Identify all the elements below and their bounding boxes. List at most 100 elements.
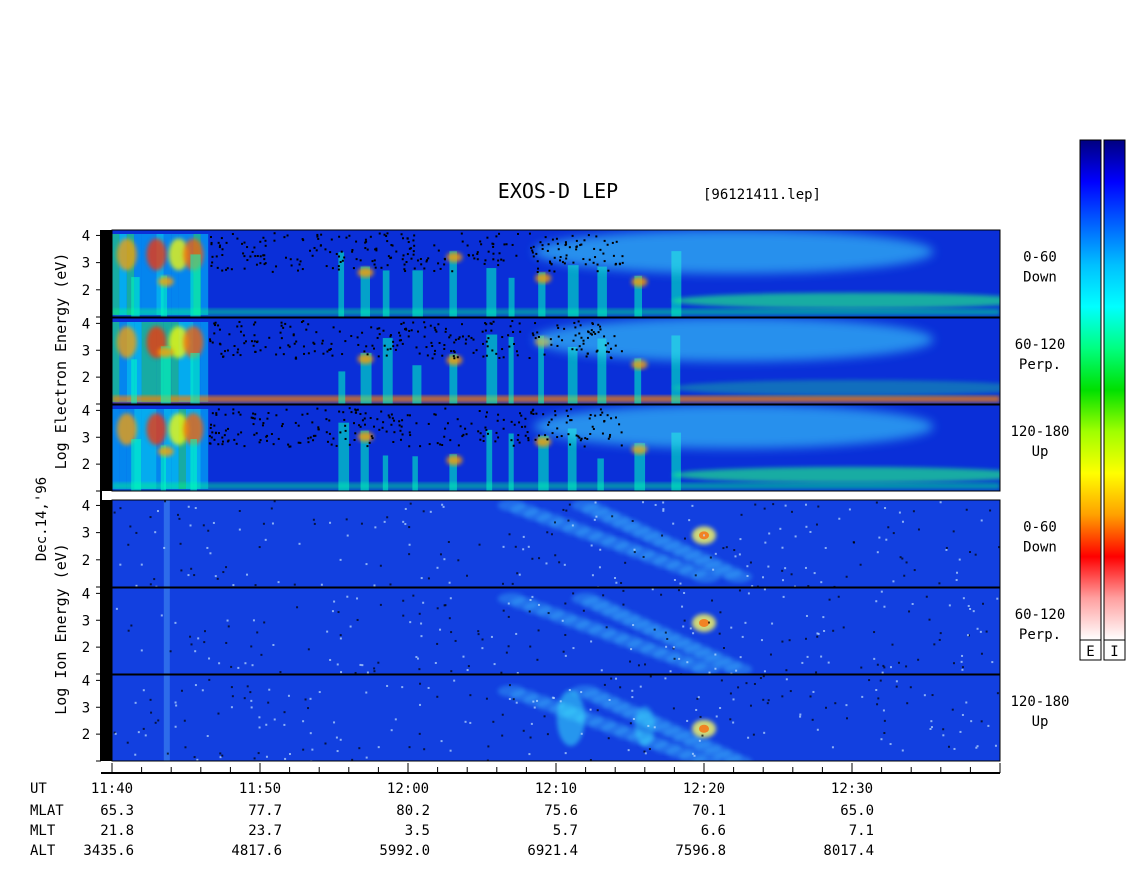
ytick-label: 3 xyxy=(82,700,90,716)
electron-panel-2 xyxy=(111,317,1001,405)
panel-frame xyxy=(111,587,1001,675)
ytick-label: 2 xyxy=(82,457,90,473)
spectrogram-panels xyxy=(100,229,1001,762)
panel-content xyxy=(112,230,1000,317)
orbit-value-ut: 12:20 xyxy=(683,781,725,797)
yticks-i-3: 4 3 2 xyxy=(82,673,101,762)
ytick-label: 3 xyxy=(82,343,90,359)
ytick-label: 2 xyxy=(82,553,90,569)
orbit-row-label-mlat: MLAT xyxy=(30,803,64,819)
y-axis-ticks: 4 3 2 4 3 2 4 3 2 4 3 2 4 3 2 4 3 2 xyxy=(82,228,101,762)
orbit-value-mlt: 5.7 xyxy=(553,823,578,839)
electron-angle-1: 0-60 xyxy=(1023,250,1057,266)
orbit-value-mlat: 65.0 xyxy=(840,803,874,819)
orbit-row-label-ut: UT xyxy=(30,781,47,797)
orbit-value-mlt: 3.5 xyxy=(405,823,430,839)
colorbar-label-box xyxy=(1103,639,1126,661)
ytick-label: 3 xyxy=(82,613,90,629)
yticks-e-2: 4 3 2 xyxy=(82,316,101,405)
ion-left-strip xyxy=(101,500,112,761)
electron-angle-2: 60-120 xyxy=(1015,337,1066,353)
panel-frame xyxy=(111,317,1001,405)
panel-frame xyxy=(111,404,1001,492)
ytick-label: 3 xyxy=(82,256,90,272)
ytick-label: 4 xyxy=(82,586,90,602)
colorbar-gradient xyxy=(1079,139,1102,641)
orbit-value-alt: 3435.6 xyxy=(83,843,134,859)
ion-ylabel: Log Ion Energy (eV) xyxy=(52,543,70,715)
ion-panel-2 xyxy=(111,587,1001,675)
time-axis xyxy=(101,763,1001,774)
electron-left-strip xyxy=(101,230,112,491)
colorbar-label-box xyxy=(1079,639,1102,661)
ion-panel-3 xyxy=(111,674,1001,762)
electron-direction-1: Down xyxy=(1023,270,1057,286)
yticks-i-2: 4 3 2 xyxy=(82,586,101,675)
panel-content xyxy=(115,588,999,674)
yticks-e-1: 4 3 2 xyxy=(82,228,101,318)
ytick-label: 2 xyxy=(82,640,90,656)
ion-angle-3: 120-180 xyxy=(1010,694,1069,710)
electron-direction-3: Up xyxy=(1032,444,1049,460)
pitch-angle-labels: 0-60 Down 60-120 Perp. 120-180 Up 0-60 Down 60-1… xyxy=(1010,250,1069,731)
ytick-label: 2 xyxy=(82,370,90,386)
colorbar-label: I xyxy=(1110,644,1118,660)
panel-content xyxy=(113,675,999,761)
ytick-label: 2 xyxy=(82,727,90,743)
orbit-value-mlat: 80.2 xyxy=(396,803,430,819)
electron-angle-3: 120-180 xyxy=(1010,424,1069,440)
orbit-value-mlat: 65.3 xyxy=(100,803,134,819)
electron-direction-2: Perp. xyxy=(1019,357,1061,373)
orbit-value-mlt: 21.8 xyxy=(100,823,134,839)
ytick-label: 4 xyxy=(82,403,90,419)
orbit-value-alt: 4817.6 xyxy=(231,843,282,859)
ion-panel-1 xyxy=(111,499,1001,588)
orbit-value-mlt: 23.7 xyxy=(248,823,282,839)
colorbar-e: E xyxy=(1079,139,1102,661)
panel-content xyxy=(113,500,1000,587)
ytick-label: 4 xyxy=(82,498,90,514)
orbit-table: UT 11:40 11:50 12:00 12:10 12:20 12:30 MLAT 65.3… xyxy=(30,781,874,859)
colorbar-i: I xyxy=(1103,139,1126,661)
file-label: [96121411.lep] xyxy=(703,187,821,203)
ion-angle-2: 60-120 xyxy=(1015,607,1066,623)
orbit-value-mlat: 75.6 xyxy=(544,803,578,819)
yticks-i-1: 4 3 2 xyxy=(82,498,101,588)
colorbar-gradient xyxy=(1103,139,1126,641)
orbit-value-mlt: 7.1 xyxy=(849,823,874,839)
orbit-row-label-alt: ALT xyxy=(30,843,56,859)
ion-direction-2: Perp. xyxy=(1019,627,1061,643)
panel-frame xyxy=(111,674,1001,762)
panel-frame xyxy=(111,499,1001,588)
date-label: Dec.14,'96 xyxy=(34,477,50,561)
orbit-value-ut: 12:10 xyxy=(535,781,577,797)
ytick-label: 3 xyxy=(82,526,90,542)
orbit-value-alt: 5992.0 xyxy=(379,843,430,859)
ytick-label: 4 xyxy=(82,316,90,332)
orbit-value-mlat: 70.1 xyxy=(692,803,726,819)
panel-background xyxy=(112,500,1000,587)
ytick-label: 4 xyxy=(82,228,90,244)
chart-title: EXOS-D LEP xyxy=(498,179,618,203)
orbit-value-alt: 7596.8 xyxy=(675,843,726,859)
ytick-label: 2 xyxy=(82,283,90,299)
orbit-value-mlt: 6.6 xyxy=(701,823,726,839)
orbit-value-ut: 11:40 xyxy=(91,781,133,797)
orbit-value-alt: 8017.4 xyxy=(823,843,874,859)
panel-content xyxy=(112,405,1000,491)
electron-panel-1 xyxy=(111,229,1001,318)
ytick-label: 3 xyxy=(82,430,90,446)
ytick-label: 4 xyxy=(82,673,90,689)
orbit-row-label-mlt: MLT xyxy=(30,823,56,839)
panel-content xyxy=(112,318,1000,404)
panel-frame xyxy=(111,229,1001,318)
electron-ylabel: Log Electron Energy (eV) xyxy=(52,253,70,470)
panel-background xyxy=(112,675,1000,761)
orbit-value-mlat: 77.7 xyxy=(248,803,282,819)
ion-direction-1: Down xyxy=(1023,540,1057,556)
orbit-value-ut: 11:50 xyxy=(239,781,281,797)
orbit-value-ut: 12:30 xyxy=(831,781,873,797)
electron-panel-3 xyxy=(111,404,1001,492)
